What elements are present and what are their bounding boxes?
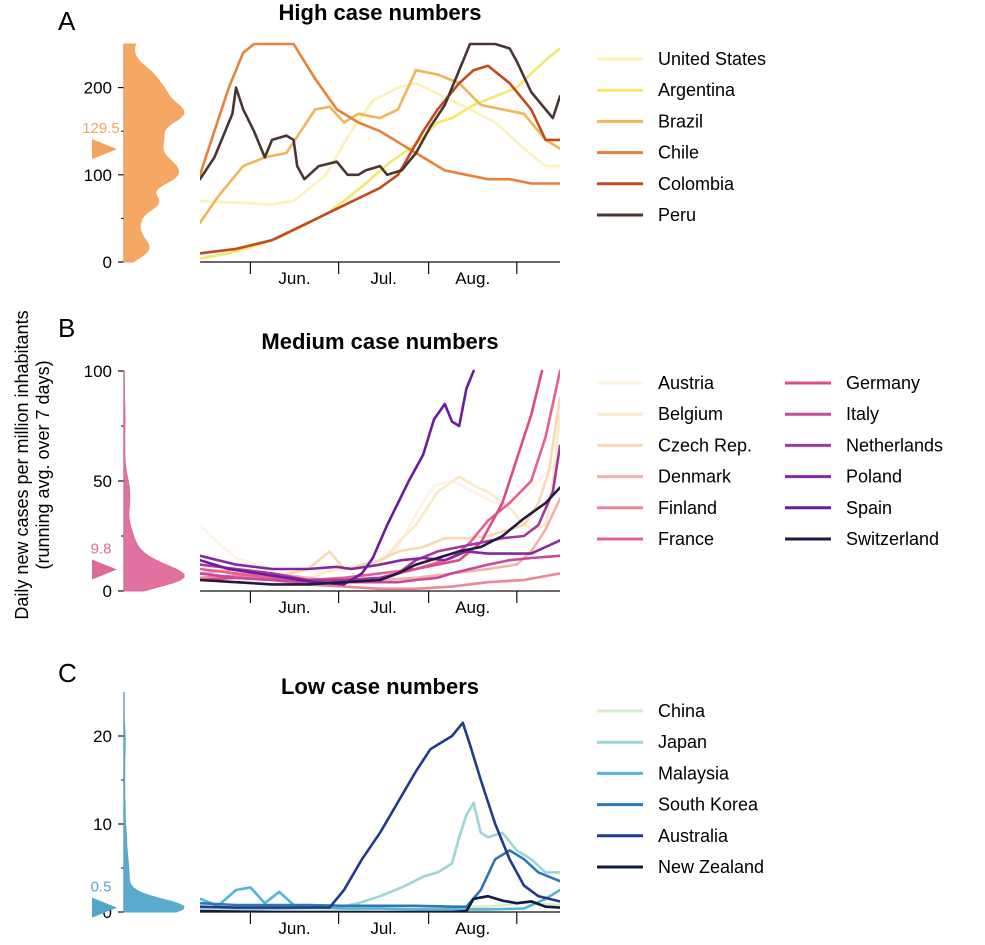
legend-label-netherlands: Netherlands xyxy=(846,435,943,455)
median-label: 9.8 xyxy=(91,540,112,557)
series-line-japan xyxy=(200,801,560,911)
legend-label-finland: Finland xyxy=(658,498,717,518)
x-tick-label: Jul. xyxy=(370,919,396,938)
panel-b-title: Medium case numbers xyxy=(261,329,498,354)
series-line-united-states xyxy=(200,81,560,206)
legend-label-poland: Poland xyxy=(846,467,902,487)
median-marker xyxy=(92,139,117,160)
legend-label-france: France xyxy=(658,529,714,549)
legend-label-australia: Australia xyxy=(658,826,729,846)
median-label: 129.5 xyxy=(82,120,120,137)
panel-a-title: High case numbers xyxy=(279,0,482,25)
legend-label-germany: Germany xyxy=(846,373,920,393)
x-tick-label: Aug. xyxy=(455,919,490,938)
series-lines xyxy=(200,42,560,260)
legend-label-denmark: Denmark xyxy=(658,467,732,487)
series-line-czech-rep xyxy=(200,396,560,580)
legend-label-peru: Peru xyxy=(658,205,696,225)
median-label: 0.5 xyxy=(91,879,112,896)
series-lines xyxy=(200,369,560,591)
x-tick-label: Aug. xyxy=(455,269,490,288)
panel-letter-c: C xyxy=(58,658,77,688)
series-line-netherlands xyxy=(200,444,560,582)
legend-label-switzerland: Switzerland xyxy=(846,529,939,549)
legend-label-italy: Italy xyxy=(846,404,879,424)
y-tick-label: 0 xyxy=(103,253,112,272)
panel-b: 0 50 100 9.8 Jun. Jul. Aug. Austria Belgium Czech… xyxy=(84,362,943,617)
y-axis-label-line1: Daily new cases per million inhabitants xyxy=(12,310,32,619)
y-axis-label-line2: (running avg. over 7 days) xyxy=(33,360,53,569)
x-tick-label: Aug. xyxy=(455,598,490,617)
legend-label-spain: Spain xyxy=(846,498,892,518)
series-line-new-zealand xyxy=(200,894,560,912)
series-line-chile xyxy=(200,42,560,185)
legend-label-malaysia: Malaysia xyxy=(658,763,730,783)
x-tick-label: Jun. xyxy=(278,919,310,938)
panel-c: 0 10 20 0.5 Jun. Jul. Aug. China Japan Malaysia So… xyxy=(91,692,764,938)
legend-label-brazil: Brazil xyxy=(658,111,703,131)
x-tick-label: Jun. xyxy=(278,598,310,617)
legend-label-czech-rep: Czech Rep. xyxy=(658,435,752,455)
series-line-spain xyxy=(200,369,475,586)
x-tick-label: Jun. xyxy=(278,269,310,288)
y-tick-label: 0 xyxy=(103,582,112,601)
panel-letter-a: A xyxy=(58,6,76,36)
legend-label-united-states: United States xyxy=(658,49,766,69)
y-tick-label: 200 xyxy=(84,79,112,98)
series-line-south-korea xyxy=(200,849,560,908)
series-line-france xyxy=(200,369,560,582)
legend-label-japan: Japan xyxy=(658,732,707,752)
legend-label-colombia: Colombia xyxy=(658,174,735,194)
distribution-area xyxy=(123,370,185,592)
legend-label-austria: Austria xyxy=(658,373,715,393)
y-tick-label: 0 xyxy=(103,903,112,922)
series-line-austria xyxy=(200,457,560,571)
y-tick-label: 10 xyxy=(93,815,112,834)
x-tick-label: Jul. xyxy=(370,598,396,617)
y-tick-label: 20 xyxy=(93,727,112,746)
legend-label-china: China xyxy=(658,701,706,721)
distribution-area xyxy=(123,43,185,263)
y-tick-label: 100 xyxy=(84,362,112,381)
legend-label-south-korea: South Korea xyxy=(658,795,759,815)
series-line-australia xyxy=(200,721,560,909)
legend-label-new-zealand: New Zealand xyxy=(658,857,764,877)
y-tick-label: 100 xyxy=(84,166,112,185)
median-marker xyxy=(92,897,117,918)
panel-c-title: Low case numbers xyxy=(281,674,479,699)
series-line-peru xyxy=(200,42,560,181)
x-tick-label: Jul. xyxy=(370,269,396,288)
series-line-poland xyxy=(200,539,560,571)
panel-a: 0 100 200 129.5 Jun. Jul. Aug. United States Arg… xyxy=(82,42,766,288)
y-tick-label: 50 xyxy=(93,472,112,491)
median-marker xyxy=(92,559,117,580)
legend-label-chile: Chile xyxy=(658,143,699,163)
series-line-italy xyxy=(200,554,560,584)
series-line-brazil xyxy=(200,68,560,225)
legend-label-belgium: Belgium xyxy=(658,404,723,424)
legend-label-argentina: Argentina xyxy=(658,80,736,100)
distribution-area xyxy=(123,692,185,913)
panel-letter-b: B xyxy=(58,313,75,343)
series-line-colombia xyxy=(200,64,560,255)
series-line-germany xyxy=(200,369,544,584)
series-lines xyxy=(200,721,560,912)
series-line-switzerland xyxy=(200,486,560,586)
